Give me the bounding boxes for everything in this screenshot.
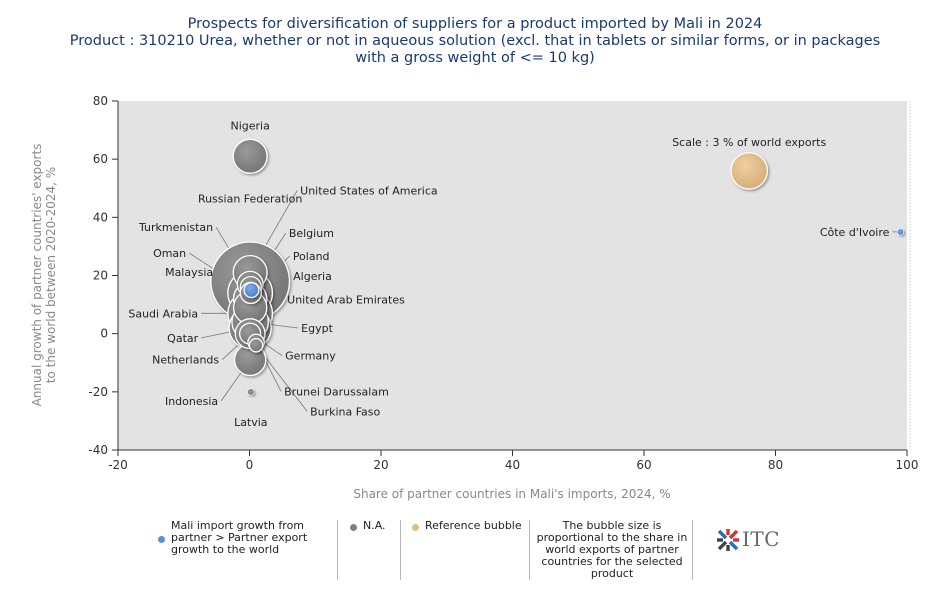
point-label: United Arab Emirates [287, 293, 405, 306]
chart-title: Prospects for diversification of supplie… [0, 16, 950, 67]
x-axis-label: Share of partner countries in Mali's imp… [353, 487, 670, 501]
point-label: Brunei Darussalam [284, 385, 389, 398]
point-label: Latvia [234, 416, 268, 429]
bubbles [210, 138, 905, 396]
x-tick-label: 20 [373, 458, 388, 472]
point-label: Burkina Faso [310, 405, 380, 418]
y-axis-label: Annual growth of partner countries' expo… [30, 144, 44, 407]
point-label: Belgium [289, 227, 334, 240]
y-tick-label: 0 [100, 327, 108, 341]
legend-dot-gray [350, 524, 357, 531]
legend-separator [529, 520, 530, 580]
x-tick-label: 100 [896, 458, 919, 472]
legend-separator [337, 520, 338, 580]
point-label: Turkmenistan [138, 221, 213, 234]
point-label: Netherlands [152, 354, 219, 367]
point-label: Russian Federation [198, 192, 302, 205]
point-label: Oman [153, 247, 186, 260]
point-label: Côte d'Ivoire [820, 226, 890, 239]
y-tick-label: 60 [93, 152, 108, 166]
point-label: Malaysia [165, 266, 213, 279]
bubble-reference [730, 151, 769, 190]
subtitle-line: Product : 310210 Urea, whether or not in… [69, 33, 881, 49]
itc-logo-text: ITC [742, 527, 781, 551]
y-axis-label: to the world between 2020-2024, % [44, 167, 58, 383]
legend-note: The bubble size is proportional to the s… [536, 519, 688, 580]
legend-separator [400, 520, 401, 580]
bubble-growth [896, 228, 905, 236]
point-label: Saudi Arabia [128, 307, 198, 320]
x-tick-label: -20 [108, 458, 128, 472]
point-label: United States of America [300, 185, 437, 198]
bubble-na [247, 388, 255, 396]
legend-separator [692, 520, 693, 580]
bubble-na [232, 138, 268, 174]
legend-na-label: N.A. [363, 519, 386, 532]
itc-logo-icon [717, 529, 739, 551]
title-line: Prospects for diversification of supplie… [187, 16, 763, 32]
legend-growth[interactable]: Mali import growth from partner > Partne… [158, 520, 336, 556]
point-label: Algeria [293, 270, 332, 283]
legend-dot-blue [158, 536, 165, 543]
point-label: Scale : 3 % of world exports [672, 136, 826, 149]
x-tick-label: 80 [768, 458, 783, 472]
legend-na[interactable]: N.A. [350, 520, 400, 532]
legend-dot-reference [412, 524, 419, 531]
point-label: Poland [293, 250, 330, 263]
point-label: Qatar [167, 332, 198, 345]
point-label: Nigeria [230, 119, 269, 132]
x-tick-label: 60 [636, 458, 651, 472]
legend-growth-label: Mali import growth from partner > Partne… [171, 519, 308, 556]
y-tick-label: -20 [88, 385, 108, 399]
y-tick-label: -40 [88, 443, 108, 457]
legend-reference-label: Reference bubble [425, 519, 522, 532]
point-label: Egypt [301, 322, 333, 335]
bubble-na [248, 338, 264, 353]
legend-reference[interactable]: Reference bubble [412, 520, 532, 532]
y-tick-label: 80 [93, 94, 108, 108]
x-tick-label: 0 [246, 458, 254, 472]
subtitle-line: with a gross weight of <= 10 kg) [355, 50, 595, 66]
y-tick-label: 40 [93, 210, 108, 224]
bubble-growth [243, 281, 260, 299]
point-label: Indonesia [165, 395, 218, 408]
y-tick-label: 20 [93, 269, 108, 283]
x-tick-label: 40 [505, 458, 520, 472]
point-label: Germany [285, 350, 336, 363]
